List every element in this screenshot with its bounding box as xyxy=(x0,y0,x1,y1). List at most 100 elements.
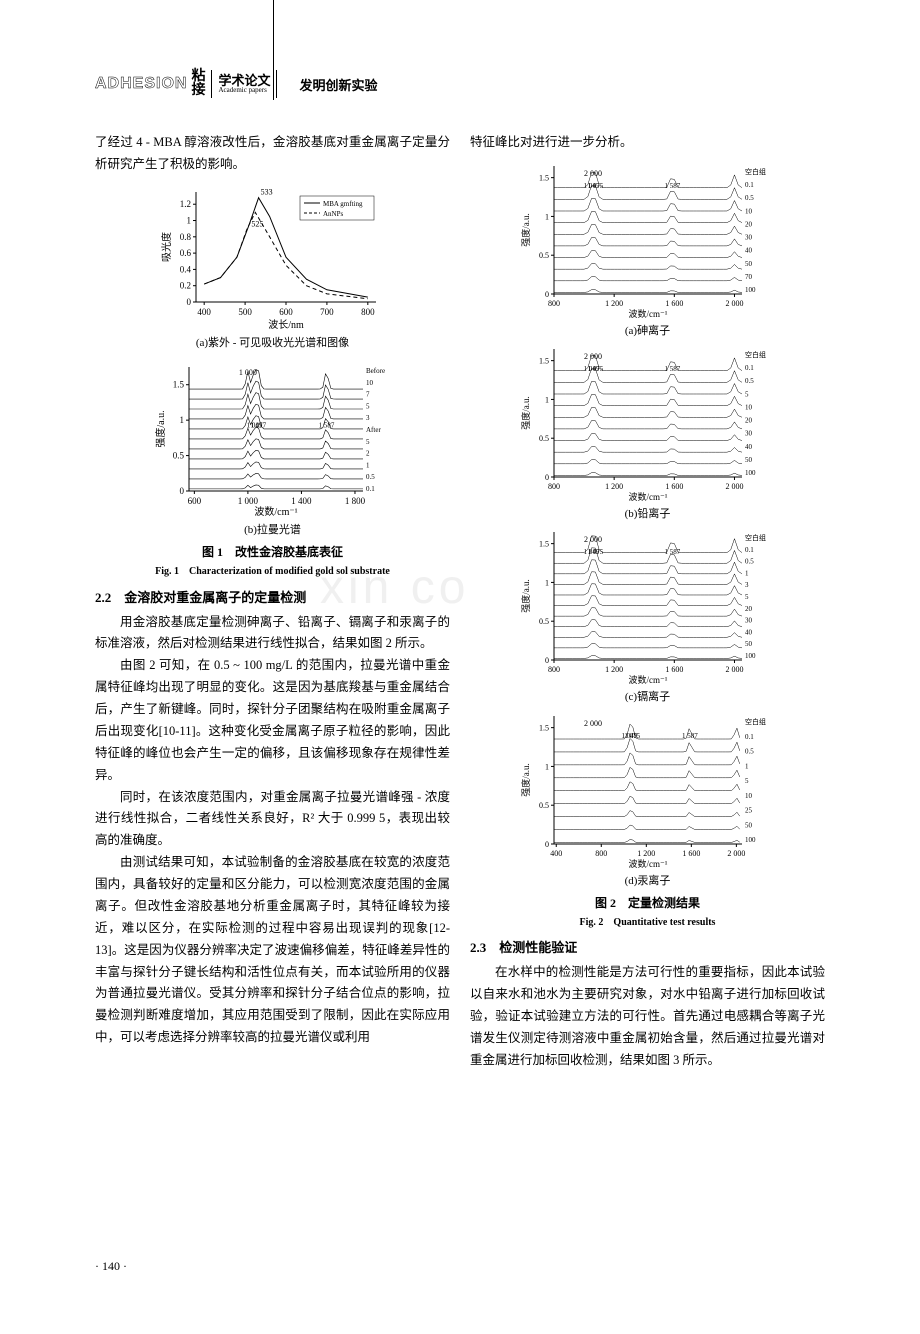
svg-text:1: 1 xyxy=(366,461,370,469)
cont-paragraph: 特征峰比对进行进一步分析。 xyxy=(470,132,825,154)
svg-text:10: 10 xyxy=(745,404,753,412)
svg-text:1 587: 1 587 xyxy=(664,548,680,556)
svg-text:1 075: 1 075 xyxy=(624,732,640,740)
section-en: Academic papers xyxy=(218,87,270,94)
svg-text:800: 800 xyxy=(595,849,607,858)
svg-text:3: 3 xyxy=(366,414,370,422)
svg-text:空白组: 空白组 xyxy=(745,717,766,726)
svg-text:1 000: 1 000 xyxy=(238,368,256,377)
svg-text:空白组: 空白组 xyxy=(745,167,766,176)
svg-text:1: 1 xyxy=(186,215,191,225)
p23-1: 在水样中的检测性能是方法可行性的重要指标，因此本试验以自来水和池水为主要研究对象… xyxy=(470,962,825,1071)
svg-text:2 000: 2 000 xyxy=(584,352,602,361)
figure-2: 8001 2001 6002 00000.511.52 0001 0451 07… xyxy=(470,160,825,932)
svg-text:强度/a.u.: 强度/a.u. xyxy=(154,410,167,447)
svg-text:800: 800 xyxy=(361,307,375,317)
svg-text:5: 5 xyxy=(745,593,749,601)
svg-text:2 000: 2 000 xyxy=(725,482,743,491)
logo-en: ADHESION xyxy=(95,75,187,93)
svg-text:0.5: 0.5 xyxy=(366,473,375,481)
svg-text:30: 30 xyxy=(745,233,753,241)
svg-text:1: 1 xyxy=(745,570,749,578)
section-2-2-heading: 2.2 金溶胶对重金属离子的定量检测 xyxy=(95,587,450,610)
fig2c-subcaption: (c)镉离子 xyxy=(470,688,825,707)
svg-text:强度/a.u.: 强度/a.u. xyxy=(520,213,531,247)
svg-text:1: 1 xyxy=(745,762,749,770)
svg-text:7: 7 xyxy=(366,391,370,399)
svg-text:0: 0 xyxy=(179,486,184,496)
svg-text:2 000: 2 000 xyxy=(584,169,602,178)
svg-text:100: 100 xyxy=(745,286,756,294)
svg-text:2 000: 2 000 xyxy=(727,849,745,858)
svg-text:600: 600 xyxy=(187,496,201,506)
svg-text:10: 10 xyxy=(745,207,753,215)
svg-text:5: 5 xyxy=(366,402,370,410)
page-header: ADHESION 粘 接 学术论文 Academic papers 发明创新实验 xyxy=(95,70,377,98)
svg-text:5: 5 xyxy=(745,390,749,398)
p22-2: 由图 2 可知，在 0.5 ~ 100 mg/L 的范围内，拉曼光谱中重金属特征… xyxy=(95,655,450,786)
svg-text:533: 533 xyxy=(260,187,272,196)
svg-text:0.5: 0.5 xyxy=(539,251,549,260)
svg-text:0.5: 0.5 xyxy=(539,618,549,627)
fig2-caption-cn: 图 2 定量检测结果 xyxy=(470,893,825,914)
figure-1a: 40050060070080000.20.40.60.811.2525533波长… xyxy=(95,182,450,353)
svg-text:700: 700 xyxy=(320,307,334,317)
svg-text:0: 0 xyxy=(545,290,549,299)
svg-text:2 000: 2 000 xyxy=(584,535,602,544)
fig2a-chart: 8001 2001 6002 00000.511.52 0001 0451 07… xyxy=(518,160,778,320)
svg-text:1: 1 xyxy=(545,396,549,405)
svg-text:0.2: 0.2 xyxy=(179,280,190,290)
svg-text:1 200: 1 200 xyxy=(637,849,655,858)
svg-text:波数/cm⁻¹: 波数/cm⁻¹ xyxy=(628,308,667,319)
svg-text:5: 5 xyxy=(366,438,370,446)
svg-text:1 000: 1 000 xyxy=(237,496,258,506)
svg-text:波数/cm⁻¹: 波数/cm⁻¹ xyxy=(254,505,297,518)
svg-text:空白组: 空白组 xyxy=(745,533,766,542)
section-label: 学术论文 Academic papers xyxy=(218,74,270,94)
logo-cn: 粘 接 xyxy=(191,70,205,98)
svg-text:0: 0 xyxy=(186,297,191,307)
svg-text:20: 20 xyxy=(745,605,753,613)
svg-text:20: 20 xyxy=(745,417,753,425)
svg-text:50: 50 xyxy=(745,821,753,829)
svg-text:2 000: 2 000 xyxy=(725,299,743,308)
svg-text:0.8: 0.8 xyxy=(179,232,191,242)
svg-text:70: 70 xyxy=(745,273,753,281)
svg-text:100: 100 xyxy=(745,836,756,844)
intro-paragraph: 了经过 4 - MBA 醇溶液改性后，金溶胶基底对重金属离子定量分析研究产生了积… xyxy=(95,132,450,176)
svg-text:Before: Before xyxy=(366,367,385,375)
svg-text:0.6: 0.6 xyxy=(179,248,191,258)
subtitle: 发明创新实验 xyxy=(299,75,377,94)
logo-cn-bottom: 接 xyxy=(191,84,205,98)
svg-text:100: 100 xyxy=(745,652,756,660)
svg-text:100: 100 xyxy=(745,469,756,477)
svg-text:50: 50 xyxy=(745,260,753,268)
svg-text:1 600: 1 600 xyxy=(665,299,683,308)
section-2-3-heading: 2.3 检测性能验证 xyxy=(470,937,825,960)
svg-text:30: 30 xyxy=(745,430,753,438)
figure-1b: 6001 0001 4001 80000.511.51 0001 0491 07… xyxy=(95,359,450,581)
svg-text:1: 1 xyxy=(545,212,549,221)
divider-icon xyxy=(276,70,277,98)
p22-1: 用金溶胶基底定量检测砷离子、铅离子、镉离子和汞离子的标准溶液，然后对检测结果进行… xyxy=(95,612,450,656)
svg-text:1 800: 1 800 xyxy=(344,496,365,506)
svg-text:0.5: 0.5 xyxy=(172,451,184,461)
svg-text:1 600: 1 600 xyxy=(665,665,683,674)
logo-cn-top: 粘 xyxy=(191,70,205,84)
svg-text:0.1: 0.1 xyxy=(745,181,754,189)
svg-text:0.1: 0.1 xyxy=(745,364,754,372)
svg-text:AnNPs: AnNPs xyxy=(323,210,344,218)
right-column: 特征峰比对进行进一步分析。 8001 2001 6002 00000.511.5… xyxy=(470,132,825,1072)
svg-text:40: 40 xyxy=(745,629,753,637)
svg-text:波数/cm⁻¹: 波数/cm⁻¹ xyxy=(628,491,667,502)
svg-text:0: 0 xyxy=(545,473,549,482)
fig1-caption-cn: 图 1 改性金溶胶基底表征 xyxy=(95,542,450,563)
svg-text:5: 5 xyxy=(745,777,749,785)
p22-4: 由测试结果可知，本试验制备的金溶胶基底在较宽的浓度范围内，具备较好的定量和区分能… xyxy=(95,852,450,1049)
fig1b-subcaption: (b)拉曼光谱 xyxy=(95,521,450,540)
svg-text:1 587: 1 587 xyxy=(682,732,698,740)
svg-text:1: 1 xyxy=(545,762,549,771)
svg-text:1 587: 1 587 xyxy=(318,422,334,430)
svg-text:0.1: 0.1 xyxy=(366,485,375,493)
svg-text:1 400: 1 400 xyxy=(291,496,312,506)
